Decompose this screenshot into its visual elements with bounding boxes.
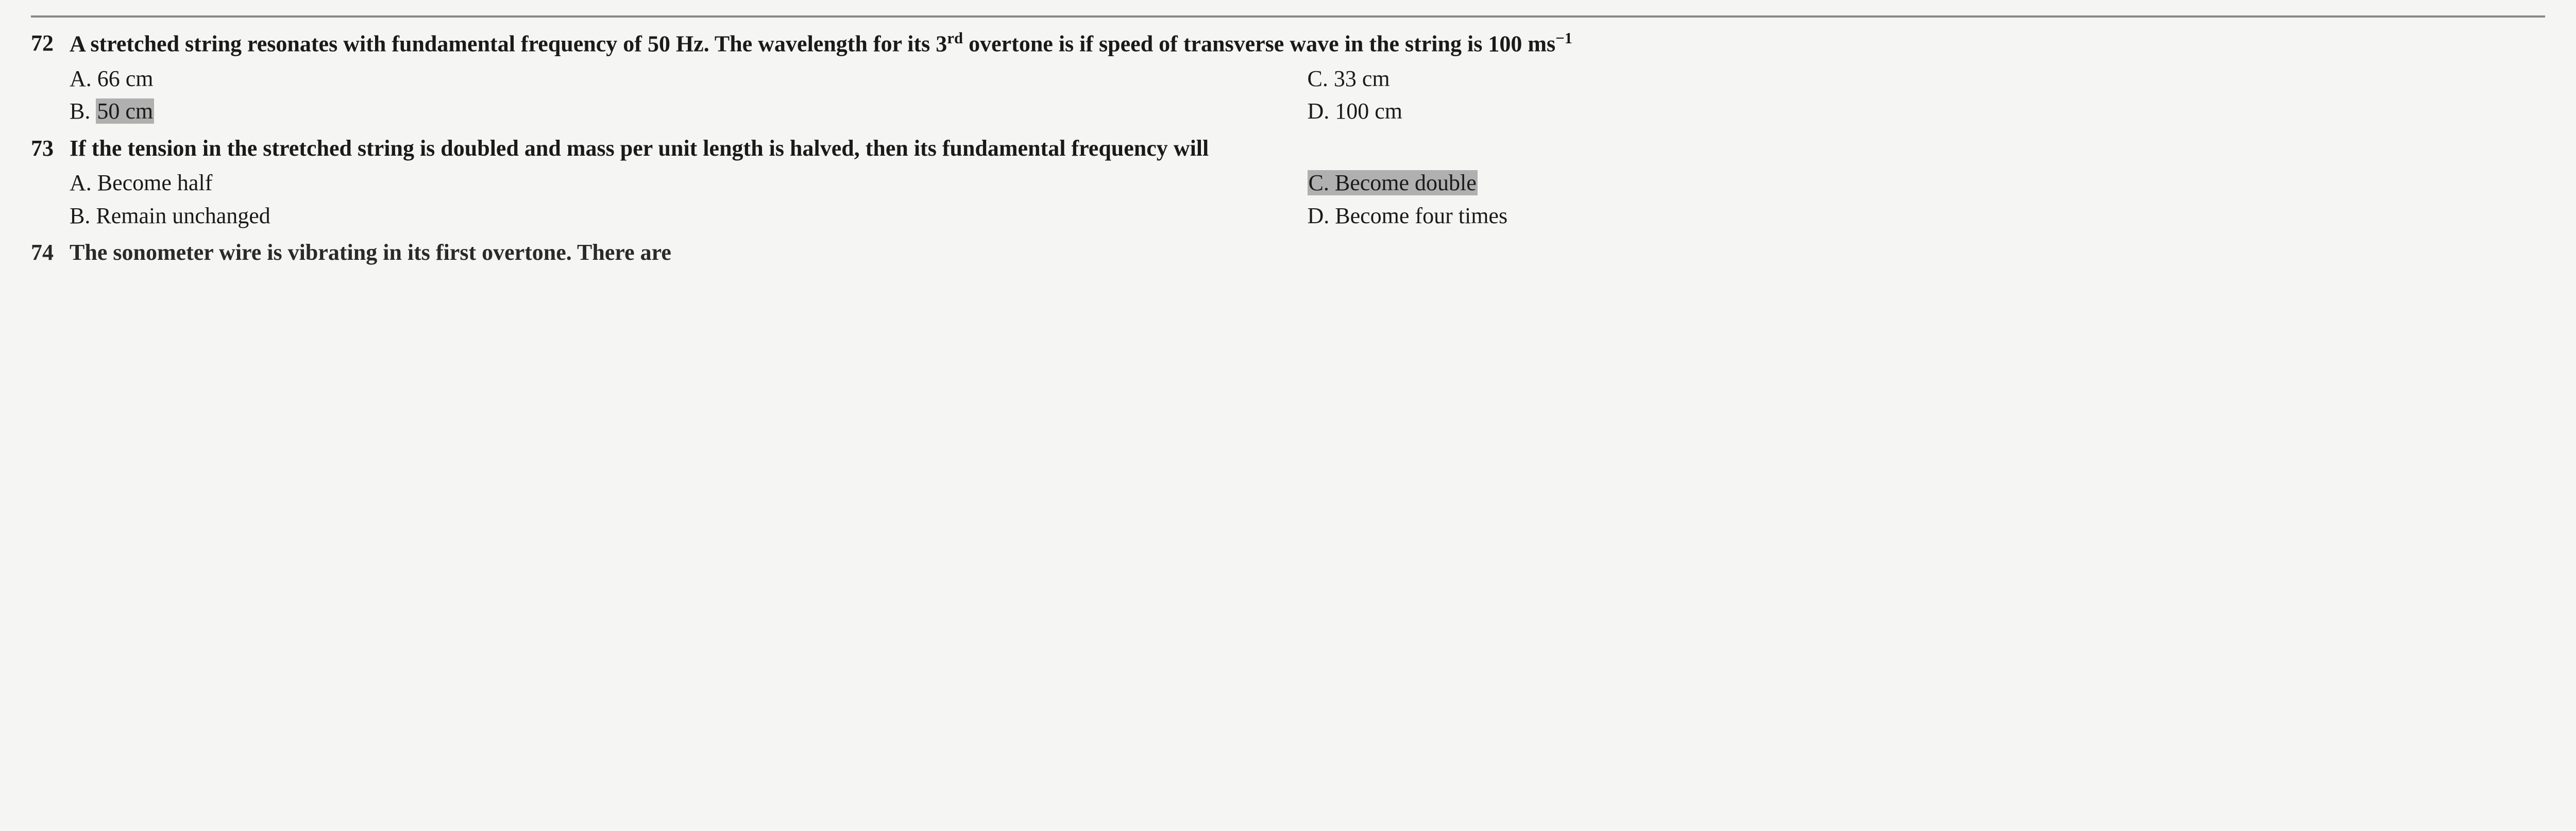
question-number: 74 (31, 237, 70, 268)
question-174-cutoff: 74 The sonometer wire is vibrating in it… (31, 237, 2545, 268)
text-part-2: overtone is if speed of transverse wave … (963, 31, 1555, 57)
option-a: A. 66 cm (70, 62, 1308, 95)
option-c: C. 33 cm (1308, 62, 2546, 95)
question-number: 73 (31, 133, 70, 232)
superscript-rd: rd (947, 29, 963, 47)
option-b: B. Remain unchanged (70, 200, 1308, 232)
question-173: 73 If the tension in the stretched strin… (31, 133, 2545, 232)
option-c-highlight: C. Become double (1308, 170, 1478, 195)
question-content: If the tension in the stretched string i… (70, 133, 2545, 232)
cutoff-text: The sonometer wire is vibrating in its f… (70, 237, 2545, 268)
option-b-highlight: 50 cm (96, 98, 154, 124)
question-content: A stretched string resonates with fundam… (70, 28, 2545, 128)
options-grid: A. 66 cm C. 33 cm B. 50 cm D. 100 cm (70, 62, 2545, 128)
question-text: If the tension in the stretched string i… (70, 133, 2545, 163)
question-172: 72 A stretched string resonates with fun… (31, 28, 2545, 128)
option-c: C. Become double (1308, 167, 2546, 199)
superscript-neg1: −1 (1555, 29, 1572, 47)
option-a: A. Become half (70, 167, 1308, 199)
text-part-1: A stretched string resonates with fundam… (70, 31, 947, 57)
options-grid: A. Become half C. Become double B. Remai… (70, 167, 2545, 232)
option-d: D. Become four times (1308, 200, 2546, 232)
top-divider (31, 15, 2545, 18)
question-number: 72 (31, 28, 70, 128)
option-b-prefix: B. (70, 98, 96, 124)
option-d: D. 100 cm (1308, 95, 2546, 127)
option-b: B. 50 cm (70, 95, 1308, 127)
question-text: A stretched string resonates with fundam… (70, 28, 2545, 59)
